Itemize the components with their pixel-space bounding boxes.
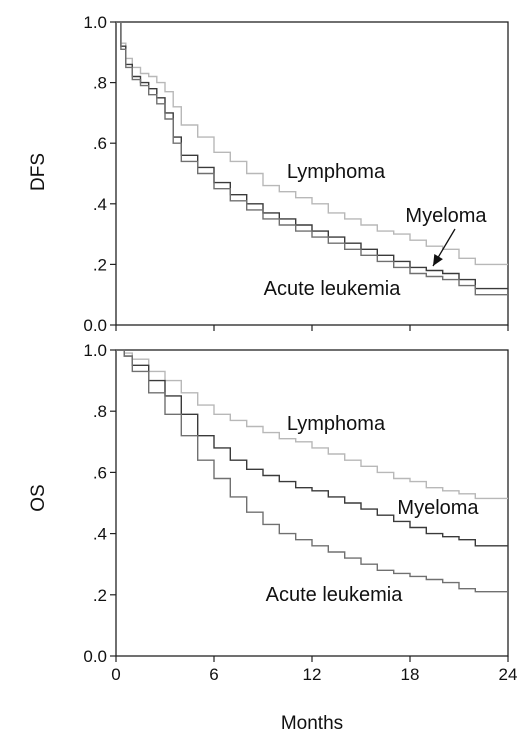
os-y-tick-label: 0.0 — [83, 647, 107, 666]
os-y-tick-label: .2 — [93, 586, 107, 605]
os-panel: 0.0 .2 .4 .6 .8 1.0 0 6 12 18 24 OS Months Lymphoma My… — [28, 341, 517, 734]
os-y-tick-label: .4 — [93, 525, 107, 544]
dfs-panel: 0.0 .2 .4 .6 .8 1.0 DFS Lymphoma Myeloma Acute le… — [28, 13, 509, 335]
dfs-curve-lymphoma — [116, 21, 508, 266]
os-annotation-myeloma: Myeloma — [397, 497, 479, 519]
os-y-axis-label: OS — [28, 484, 49, 511]
os-x-axis-label: Months — [281, 713, 343, 734]
dfs-curve-acute-leukemia — [116, 21, 508, 296]
os-x-tick-label: 18 — [401, 665, 420, 684]
dfs-y-tick-label: .2 — [93, 255, 107, 274]
dfs-y-tick-label: .8 — [93, 74, 107, 93]
dfs-y-tick-label: 0.0 — [83, 316, 107, 335]
dfs-annotation-lymphoma: Lymphoma — [287, 161, 386, 183]
os-curve-acute-leukemia — [116, 349, 508, 593]
os-x-tick-label: 24 — [499, 665, 518, 684]
dfs-y-tick-label: 1.0 — [83, 13, 107, 32]
dfs-annotation-acute-leukemia: Acute leukemia — [264, 278, 402, 300]
os-curve-lymphoma — [116, 349, 508, 500]
os-annotation-acute-leukemia: Acute leukemia — [266, 584, 404, 606]
os-x-tick-label: 12 — [303, 665, 322, 684]
dfs-y-axis-label: DFS — [28, 153, 49, 191]
os-x-tick-label: 6 — [209, 665, 218, 684]
os-annotation-lymphoma: Lymphoma — [287, 413, 386, 435]
os-y-tick-label: .6 — [93, 463, 107, 482]
os-y-tick-label: .8 — [93, 402, 107, 421]
os-y-tick-label: 1.0 — [83, 341, 107, 360]
dfs-y-tick-label: .6 — [93, 134, 107, 153]
dfs-y-tick-label: .4 — [93, 195, 107, 214]
dfs-annotation-myeloma: Myeloma — [405, 205, 487, 227]
dfs-curve-myeloma — [116, 21, 508, 290]
os-x-tick-label: 0 — [111, 665, 120, 684]
myeloma-arrow-head — [433, 253, 443, 266]
